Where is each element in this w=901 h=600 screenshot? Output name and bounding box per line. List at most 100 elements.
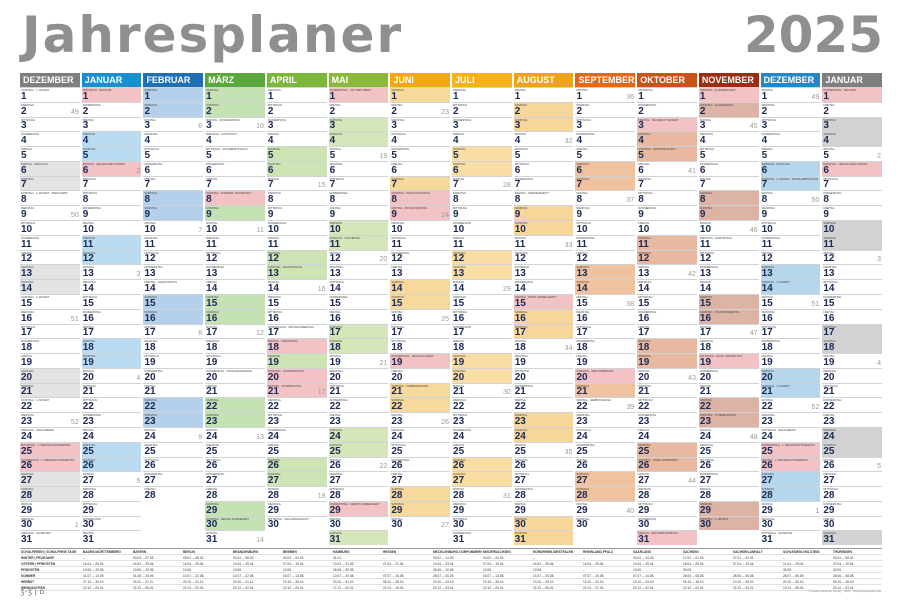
day-cell[interactable]: MITTWOCH 7	[822, 175, 883, 191]
day-cell[interactable]: SONNTAG 18	[328, 338, 389, 354]
day-cell[interactable]: SAMSTAG 17	[328, 323, 389, 339]
day-cell[interactable]: DONNERSTAG 26	[390, 456, 451, 472]
day-cell[interactable]: FREITAG 7	[143, 175, 204, 191]
day-cell[interactable]: SONNTAG 10	[513, 220, 574, 235]
day-cell[interactable]: MONTAG 31 14	[205, 530, 265, 545]
day-cell[interactable]: MITTWOCH 22	[637, 397, 697, 412]
day-cell[interactable]: DIENSTAG 29	[452, 500, 512, 516]
day-cell[interactable]: SONNTAG 6	[452, 160, 512, 176]
day-cell[interactable]: MITTWOCH 24	[575, 426, 636, 442]
day-cell[interactable]: SAMSTAG 22	[698, 397, 759, 413]
day-cell[interactable]: MONTAG 11 33	[513, 234, 574, 250]
day-cell[interactable]: MONTAG 2 23	[390, 101, 451, 117]
day-cell[interactable]: DONNERSTAG 30	[81, 515, 142, 531]
day-cell[interactable]: MITTWOCH 28	[328, 486, 389, 501]
day-cell[interactable]: MITTWOCH 14	[328, 279, 389, 294]
day-cell[interactable]: SAMSTAG 27	[760, 471, 821, 487]
day-cell[interactable]: SONNTAG 31	[513, 530, 574, 546]
day-cell[interactable]: MITTWOCH · ASCHERMITTWOCH 5	[205, 146, 265, 161]
day-cell[interactable]: SONNTAG 7	[20, 175, 80, 191]
day-cell[interactable]: SONNTAG · MUTTERTAG 11	[328, 234, 389, 250]
day-cell[interactable]: SONNTAG 17	[513, 323, 574, 339]
day-cell[interactable]: DONNERSTAG 22	[328, 397, 389, 412]
day-cell[interactable]: SONNTAG 16	[143, 308, 204, 324]
day-cell[interactable]: MONTAG 29 40	[575, 500, 636, 516]
day-cell[interactable]: DONNERSTAG 6	[698, 160, 759, 176]
day-cell[interactable]: FREITAG 5	[575, 146, 636, 161]
day-cell[interactable]: DIENSTAG 27	[328, 471, 389, 486]
day-cell[interactable]: DONNERSTAG 6	[143, 160, 204, 176]
day-cell[interactable]: MITTWOCH 12	[205, 249, 265, 265]
day-cell[interactable]: MONTAG 12 3	[822, 249, 883, 265]
day-cell[interactable]: DONNERSTAG 30	[637, 515, 697, 531]
day-cell[interactable]: SONNTAG 19	[81, 353, 142, 368]
day-cell[interactable]: DIENSTAG 30	[760, 515, 821, 531]
day-cell[interactable]: FREITAG 12	[20, 249, 80, 265]
day-cell[interactable]: MITTWOCH 23	[452, 412, 512, 427]
day-cell[interactable]: MITTWOCH 8	[81, 190, 142, 205]
day-cell[interactable]: FREITAG 10	[637, 220, 697, 235]
day-cell[interactable]: SAMSTAG 3	[328, 116, 389, 132]
day-cell[interactable]: DIENSTAG 1	[266, 87, 327, 102]
day-cell[interactable]: MITTWOCH 3	[760, 116, 821, 132]
day-cell[interactable]: SONNTAG 21	[20, 382, 80, 398]
day-cell[interactable]: MONTAG 28 31	[452, 486, 512, 501]
day-cell[interactable]: SAMSTAG 18	[81, 338, 142, 354]
day-cell[interactable]: MONTAG 8 50	[760, 190, 821, 205]
day-cell[interactable]: SONNTAG · 2. ADVENT · MARIÄ EMPF. 8	[20, 190, 80, 205]
day-cell[interactable]: MITTWOCH 8	[637, 190, 697, 205]
day-cell[interactable]: MITTWOCH 3	[20, 116, 80, 132]
day-cell[interactable]: MITTWOCH 17	[760, 323, 821, 339]
day-cell[interactable]: MITTWOCH 1	[637, 87, 697, 102]
day-cell[interactable]: DONNERSTAG 3	[452, 116, 512, 132]
day-cell[interactable]: SAMSTAG 19	[452, 353, 512, 368]
day-cell[interactable]: DIENSTAG 10	[390, 220, 451, 235]
day-cell[interactable]: MITTWOCH 22	[81, 397, 142, 412]
day-cell[interactable]: SONNTAG 27	[452, 471, 512, 487]
day-cell[interactable]: SAMSTAG 24	[328, 426, 389, 442]
day-cell[interactable]: DONNERSTAG 9	[637, 205, 697, 220]
day-cell[interactable]: DONNERSTAG 15	[822, 293, 883, 309]
day-cell[interactable]: FREITAG 24	[637, 426, 697, 442]
day-cell[interactable]: FREITAG 28	[698, 486, 759, 501]
day-cell[interactable]: DIENSTAG · FASTNACHT 4	[205, 131, 265, 146]
day-cell[interactable]: SAMSTAG 30	[513, 515, 574, 531]
day-cell[interactable]: SAMSTAG 22	[143, 397, 204, 413]
day-cell[interactable]: DIENSTAG 14	[637, 279, 697, 294]
day-cell[interactable]: FREITAG 2	[822, 101, 883, 117]
day-cell[interactable]: DONNERSTAG · NEUJAHR 1	[822, 87, 883, 102]
day-cell[interactable]: DIENSTAG 12	[513, 249, 574, 265]
day-cell[interactable]: FREITAG 12	[760, 249, 821, 265]
day-cell[interactable]: DONNERSTAG 16	[637, 308, 697, 324]
day-cell[interactable]: DONNERSTAG 25	[575, 441, 636, 457]
day-cell[interactable]: SAMSTAG 4	[637, 131, 697, 147]
day-cell[interactable]: MONTAG 22 52	[760, 397, 821, 412]
day-cell[interactable]: DIENSTAG 16 51	[20, 308, 80, 324]
day-cell[interactable]: MITTWOCH 12	[143, 249, 204, 265]
day-cell[interactable]: MITTWOCH 15	[637, 293, 697, 309]
day-cell[interactable]: DIENSTAG 9 50	[20, 205, 80, 220]
day-cell[interactable]: DIENSTAG 28	[81, 486, 142, 501]
day-cell[interactable]: SONNTAG · 3. ADVENT 15	[20, 293, 80, 309]
day-cell[interactable]: MITTWOCH 15	[81, 293, 142, 309]
day-cell[interactable]: SONNTAG 9	[205, 205, 265, 221]
day-cell[interactable]: MITTWOCH 7	[328, 175, 389, 191]
day-cell[interactable]: SAMSTAG 31	[328, 530, 389, 546]
day-cell[interactable]: DIENSTAG 28	[637, 486, 697, 501]
day-cell[interactable]: MITTWOCH 13	[513, 264, 574, 279]
day-cell[interactable]: DIENSTAG 9	[760, 205, 821, 220]
day-cell[interactable]: SAMSTAG · NIKOLAUS 6	[760, 160, 821, 176]
day-cell[interactable]: SAMSTAG 26	[266, 456, 327, 472]
day-cell[interactable]: DIENSTAG 11	[205, 234, 265, 250]
day-cell[interactable]: SONNTAG 22	[390, 397, 451, 413]
day-cell[interactable]: SAMSTAG 15	[143, 293, 204, 309]
day-cell[interactable]: SONNTAG 20	[452, 367, 512, 383]
day-cell[interactable]: DONNERSTAG 13	[143, 264, 204, 279]
day-cell[interactable]: FREITAG 21	[698, 382, 759, 398]
day-cell[interactable]: SONNTAG · 2. ADVENT · MARIÄ EMPFÄNGNIS 7	[760, 175, 821, 191]
day-cell[interactable]: SONNTAG 13	[452, 264, 512, 280]
day-cell[interactable]: FREITAG 28	[143, 486, 204, 501]
day-cell[interactable]: MITTWOCH 19	[205, 353, 265, 368]
day-cell[interactable]: MONTAG 24 13	[205, 426, 265, 442]
day-cell[interactable]: MITTWOCH · BUSS- UND BETTAG* 19	[698, 353, 759, 368]
